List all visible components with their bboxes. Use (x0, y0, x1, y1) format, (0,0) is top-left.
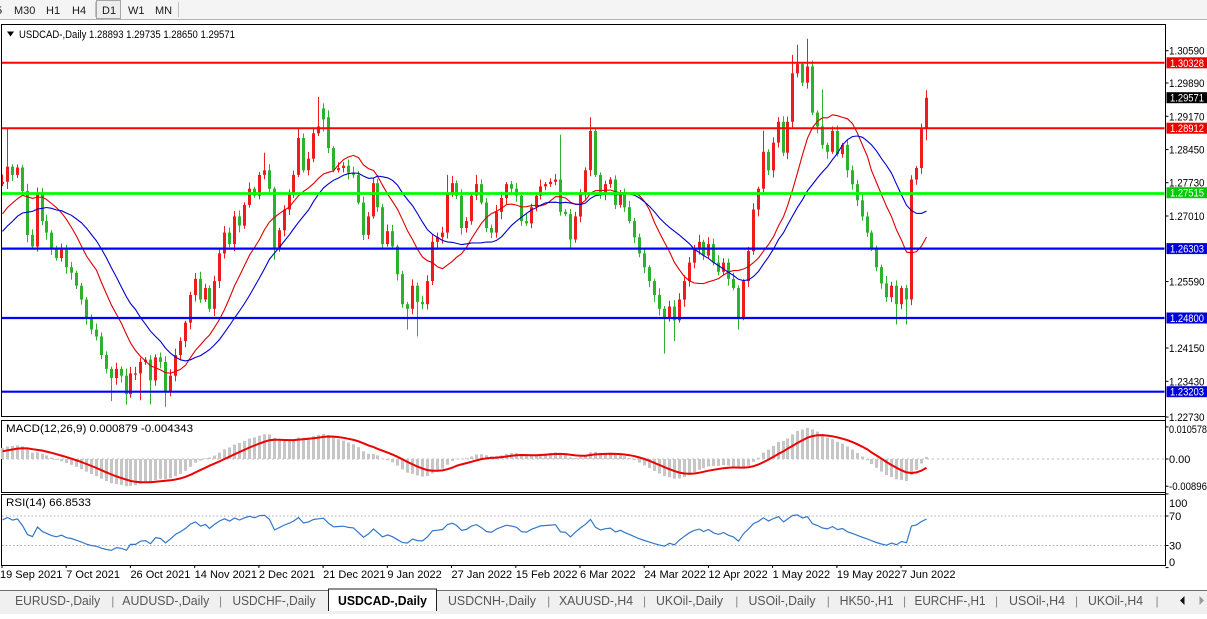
svg-text:6 Mar 2022: 6 Mar 2022 (580, 569, 636, 581)
svg-text:AUDUSD-,Daily: AUDUSD-,Daily (122, 594, 210, 608)
svg-text:|: | (1075, 594, 1078, 608)
svg-text:1.27515: 1.27515 (1170, 188, 1204, 200)
svg-text:|: | (735, 594, 738, 608)
svg-text:1.28450: 1.28450 (1169, 145, 1205, 157)
svg-text:|: | (903, 594, 906, 608)
svg-text:UKOil-,H4: UKOil-,H4 (1088, 594, 1143, 608)
svg-text:USOil-,H4: USOil-,H4 (1009, 594, 1065, 608)
svg-text:HK50-,H1: HK50-,H1 (840, 594, 894, 608)
svg-text:7 Jun 2022: 7 Jun 2022 (901, 569, 955, 581)
svg-text:H4: H4 (72, 5, 86, 17)
svg-text:5: 5 (0, 5, 2, 17)
svg-text:MACD(12,26,9) 0.000879 -0.0043: MACD(12,26,9) 0.000879 -0.004343 (6, 423, 193, 435)
svg-text:1.29170: 1.29170 (1169, 111, 1205, 123)
svg-text:70: 70 (1169, 511, 1181, 523)
svg-text:1.24150: 1.24150 (1169, 343, 1205, 355)
svg-text:USDCAD-,Daily 1.28893 1.29735: USDCAD-,Daily 1.28893 1.29735 1.28650 1.… (19, 29, 235, 41)
svg-text:USOil-,Daily: USOil-,Daily (749, 594, 817, 608)
svg-text:26 Oct 2021: 26 Oct 2021 (130, 569, 190, 581)
svg-text:|: | (827, 594, 830, 608)
svg-text:9 Jan 2022: 9 Jan 2022 (387, 569, 441, 581)
svg-text:W1: W1 (128, 5, 145, 17)
svg-text:1.29571: 1.29571 (1170, 93, 1204, 105)
svg-text:15 Feb 2022: 15 Feb 2022 (516, 569, 578, 581)
svg-text:RSI(14) 66.8533: RSI(14) 66.8533 (6, 497, 91, 509)
svg-text:|: | (219, 594, 222, 608)
svg-text:1.26303: 1.26303 (1170, 244, 1204, 256)
svg-text:1.28912: 1.28912 (1170, 123, 1204, 135)
svg-text:21 Dec 2021: 21 Dec 2021 (323, 569, 385, 581)
svg-text:|: | (111, 594, 114, 608)
svg-text:D1: D1 (102, 5, 116, 17)
svg-text:USDCAD-,Daily: USDCAD-,Daily (338, 594, 427, 608)
svg-text:1.25590: 1.25590 (1169, 277, 1205, 289)
svg-text:UKOil-,Daily: UKOil-,Daily (656, 594, 724, 608)
svg-text:XAUUSD-,H4: XAUUSD-,H4 (559, 594, 633, 608)
svg-text:7 Oct 2021: 7 Oct 2021 (66, 569, 120, 581)
svg-text:24 Mar 2022: 24 Mar 2022 (644, 569, 706, 581)
svg-text:0.00: 0.00 (1169, 454, 1190, 466)
svg-text:-0.00896: -0.00896 (1169, 481, 1207, 493)
svg-text:MN: MN (155, 5, 172, 17)
svg-text:USDCHF-,Daily: USDCHF-,Daily (233, 594, 317, 608)
svg-text:1.30590: 1.30590 (1169, 46, 1205, 58)
svg-text:EURCHF-,H1: EURCHF-,H1 (915, 594, 986, 608)
svg-text:1.30328: 1.30328 (1170, 58, 1204, 70)
svg-text:12 Apr 2022: 12 Apr 2022 (708, 569, 767, 581)
svg-text:19 Sep 2021: 19 Sep 2021 (0, 569, 62, 581)
svg-text:EURUSD-,Daily: EURUSD-,Daily (15, 594, 101, 608)
svg-text:100: 100 (1169, 498, 1187, 510)
svg-text:1.24800: 1.24800 (1170, 313, 1204, 325)
svg-text:1.23203: 1.23203 (1170, 387, 1204, 399)
svg-text:1.27010: 1.27010 (1169, 211, 1205, 223)
svg-text:|: | (547, 594, 550, 608)
svg-text:1 May 2022: 1 May 2022 (773, 569, 830, 581)
svg-text:14 Nov 2021: 14 Nov 2021 (195, 569, 257, 581)
svg-text:USDCNH-,Daily: USDCNH-,Daily (448, 594, 537, 608)
svg-text:|: | (995, 594, 998, 608)
svg-text:1.22730: 1.22730 (1169, 412, 1205, 424)
svg-text:27 Jan 2022: 27 Jan 2022 (452, 569, 513, 581)
svg-text:H1: H1 (46, 5, 60, 17)
svg-text:0.010578: 0.010578 (1169, 424, 1207, 436)
svg-text:0: 0 (1169, 557, 1175, 569)
svg-text:|: | (1155, 594, 1158, 608)
svg-text:2 Dec 2021: 2 Dec 2021 (259, 569, 315, 581)
svg-text:|: | (643, 594, 646, 608)
svg-text:1.29890: 1.29890 (1169, 78, 1205, 90)
svg-text:30: 30 (1169, 541, 1181, 553)
svg-text:M30: M30 (14, 5, 35, 17)
svg-text:19 May 2022: 19 May 2022 (837, 569, 901, 581)
